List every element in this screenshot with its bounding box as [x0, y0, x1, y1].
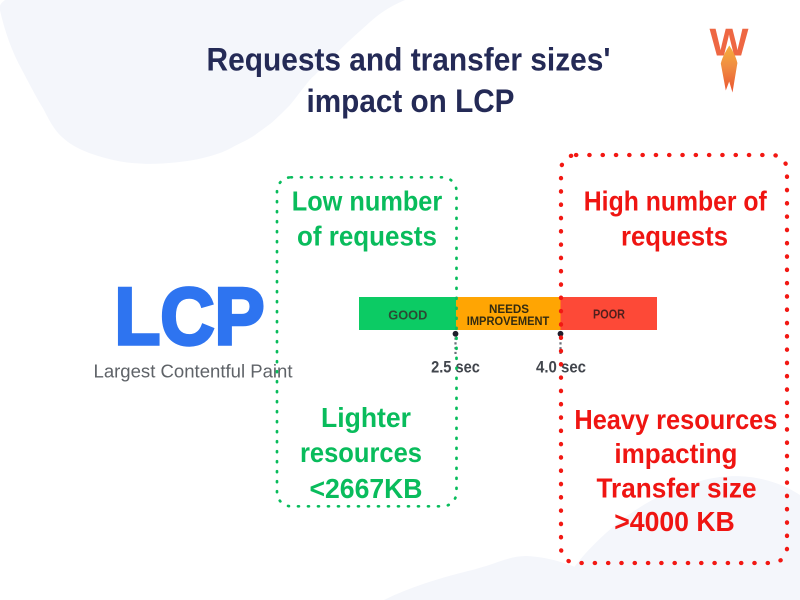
svg-text:NEEDS: NEEDS — [489, 302, 529, 316]
svg-text:impacting: impacting — [614, 438, 737, 469]
svg-text:Largest Contentful Paint: Largest Contentful Paint — [94, 361, 293, 382]
svg-text:GOOD: GOOD — [388, 309, 427, 323]
svg-text:IMPROVEMENT: IMPROVEMENT — [467, 314, 550, 328]
svg-text:>4000 KB: >4000 KB — [614, 506, 735, 537]
svg-text:LCP: LCP — [115, 272, 265, 362]
svg-text:POOR: POOR — [593, 308, 625, 322]
svg-text:High number of: High number of — [584, 185, 768, 216]
svg-text:requests: requests — [621, 220, 728, 251]
svg-text:of requests: of requests — [297, 221, 437, 252]
svg-text:resources: resources — [300, 437, 422, 468]
svg-text:Heavy resources: Heavy resources — [574, 404, 777, 435]
svg-text:Low number: Low number — [292, 186, 443, 217]
svg-text:4.0 sec: 4.0 sec — [536, 358, 586, 377]
svg-text:<2667KB: <2667KB — [310, 473, 423, 504]
svg-text:Requests and transfer sizes': Requests and transfer sizes' — [207, 41, 611, 77]
svg-text:2.5 sec: 2.5 sec — [431, 358, 480, 377]
svg-text:Transfer size: Transfer size — [597, 473, 757, 504]
svg-text:impact on LCP: impact on LCP — [307, 83, 515, 119]
svg-text:Lighter: Lighter — [321, 402, 411, 433]
